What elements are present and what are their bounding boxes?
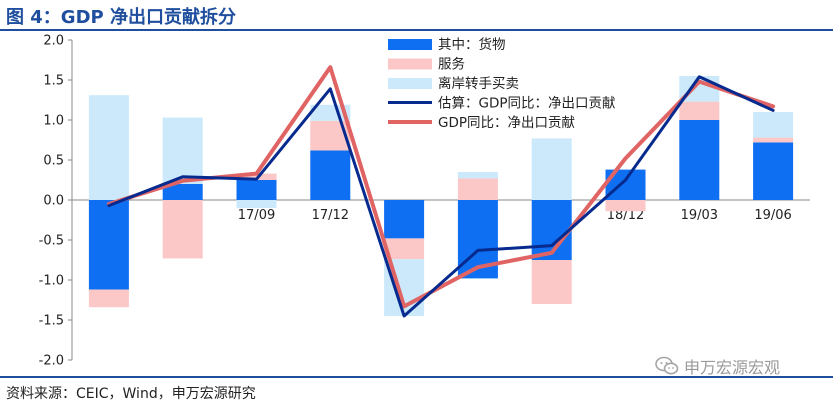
bar-services (162, 200, 203, 259)
bar-offshore (457, 172, 498, 179)
bar-goods (162, 184, 203, 200)
watermark-text: 申万宏源宏观 (684, 358, 781, 377)
x-tick-label: 17/09 (238, 208, 275, 223)
title-rule (0, 29, 833, 31)
bar-services (88, 289, 129, 308)
bar-goods (679, 120, 720, 200)
bar-goods (753, 142, 794, 200)
x-tick-label: 19/06 (754, 208, 791, 223)
bar-services (236, 173, 277, 180)
bar-services (679, 101, 720, 120)
chart-canvas: 2.01.51.00.50.0-0.5-1.0-1.5-2.017/0317/0… (39, 34, 810, 369)
bar-services (531, 260, 572, 304)
y-tick-label: -0.5 (39, 234, 64, 249)
bar-offshore (88, 95, 129, 200)
y-tick-label: -1.0 (39, 274, 64, 289)
y-tick-label: 0.0 (43, 194, 64, 209)
chart-title: 图 4：GDP 净出口贡献拆分 (6, 7, 236, 28)
y-tick-label: 2.0 (43, 34, 64, 49)
chart-bars (88, 76, 794, 316)
legend-label: 估算：GDP同比：净出口贡献 (438, 96, 616, 112)
legend-swatch (388, 39, 432, 50)
chart-lines (106, 65, 776, 318)
x-tick-label: 17/12 (312, 208, 349, 223)
bar-offshore (753, 112, 794, 138)
bar-goods (310, 150, 351, 200)
line-estimate (107, 75, 775, 318)
wechat-icon (655, 356, 679, 375)
bar-goods (236, 180, 277, 200)
y-tick-label: 0.5 (43, 154, 64, 169)
legend-label: GDP同比：净出口贡献 (438, 115, 575, 131)
bar-offshore (162, 117, 203, 184)
bar-offshore (236, 200, 277, 208)
bar-goods (384, 200, 425, 239)
y-tick-label: -1.5 (39, 314, 64, 329)
bar-services (384, 238, 425, 260)
bar-services (605, 200, 646, 212)
watermark: 申万宏源宏观 (655, 354, 780, 378)
bar-services (457, 178, 498, 200)
bar-services (753, 137, 794, 143)
y-tick-label: 1.0 (43, 114, 64, 129)
bar-goods (88, 200, 129, 290)
source-note: 资料来源：CEIC，Wind，申万宏源研究 (6, 386, 256, 402)
y-tick-label: -2.0 (39, 354, 64, 369)
bar-offshore (531, 138, 572, 200)
y-tick-label: 1.5 (43, 74, 64, 89)
legend-label: 离岸转手买卖 (438, 75, 519, 92)
source-rule (0, 376, 833, 378)
legend-swatch (388, 58, 432, 70)
legend-swatch (388, 78, 432, 89)
legend-label: 其中：货物 (438, 36, 506, 53)
x-tick-label: 18/12 (607, 208, 644, 223)
legend-label: 服务 (438, 57, 465, 73)
x-tick-label: 19/03 (681, 208, 718, 223)
